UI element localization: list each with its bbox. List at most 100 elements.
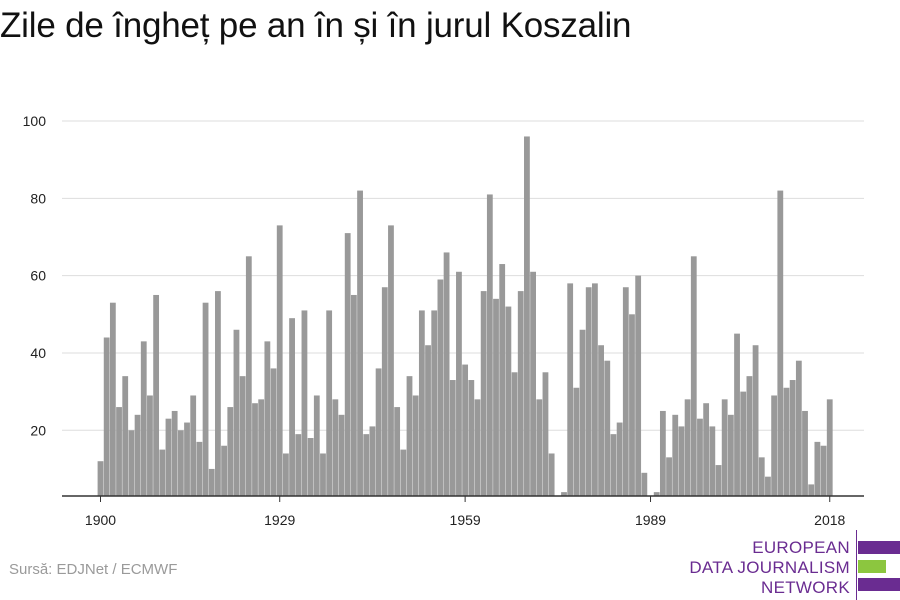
bar-1925 (252, 403, 258, 496)
bar-1983 (610, 434, 617, 496)
bar-1916 (196, 441, 203, 496)
logo-bar-bottom (858, 578, 900, 591)
bar-1910 (159, 449, 166, 496)
bar-1952 (418, 310, 425, 496)
bar-2001 (721, 399, 728, 496)
bar-1941 (350, 294, 357, 496)
logo-line-1: EUROPEAN (752, 538, 850, 557)
bar-1967 (511, 372, 518, 496)
bar-1922 (233, 329, 240, 496)
bar-1926 (258, 399, 265, 496)
bar-1911 (165, 418, 172, 496)
bar-2009 (771, 395, 778, 496)
bar-2013 (795, 360, 802, 496)
bar-1904 (122, 376, 129, 496)
edjnet-logo[interactable]: EUROPEAN DATA JOURNALISM NETWORK (689, 530, 900, 600)
bar-1949 (400, 449, 407, 496)
bar-1912 (171, 410, 178, 496)
bar-1980 (592, 283, 598, 496)
x-tick-label-1929: 1929 (264, 512, 295, 528)
bar-1962 (480, 291, 487, 496)
bar-1928 (270, 368, 277, 496)
bar-1973 (548, 453, 555, 496)
bar-1977 (573, 387, 580, 496)
bar-1913 (177, 430, 184, 496)
bar-1929 (276, 225, 283, 496)
bar-1994 (678, 426, 685, 496)
bar-1923 (239, 376, 246, 496)
bar-1951 (412, 395, 419, 496)
bar-1976 (567, 283, 574, 496)
x-tick-label-1900: 1900 (85, 512, 116, 528)
bar-1991 (659, 410, 666, 496)
bar-1953 (425, 345, 431, 496)
bar-2008 (765, 476, 771, 496)
bar-1971 (536, 399, 543, 496)
bar-1919 (215, 291, 221, 496)
bar-1918 (208, 468, 215, 496)
bar-1960 (468, 380, 475, 496)
logo-bar-top (858, 541, 900, 554)
logo-line-2: DATA JOURNALISM (689, 558, 850, 577)
bar-1906 (134, 414, 141, 496)
bar-1917 (202, 302, 209, 496)
bar-1915 (190, 395, 197, 496)
bar-1902 (109, 302, 116, 496)
x-tick-label-2018: 2018 (814, 512, 845, 528)
bar-1979 (585, 287, 592, 496)
bar-1969 (524, 136, 530, 496)
logo-bar-middle (858, 560, 886, 573)
logo-text: EUROPEAN DATA JOURNALISM NETWORK (689, 538, 850, 598)
y-tick-label-20: 20 (30, 422, 46, 438)
bar-1936 (320, 453, 326, 496)
bar-1934 (307, 438, 314, 496)
bar-1900 (97, 461, 104, 496)
bar-1985 (622, 287, 629, 496)
bar-1948 (394, 407, 401, 496)
bar-1938 (332, 399, 339, 496)
bar-1961 (474, 399, 481, 496)
bar-1947 (388, 225, 394, 496)
bar-2004 (740, 391, 747, 496)
bar-2015 (808, 484, 815, 496)
bar-1940 (344, 233, 351, 496)
bar-1903 (116, 407, 122, 496)
bar-1943 (363, 434, 370, 496)
bar-1939 (338, 414, 345, 496)
bar-1914 (184, 422, 190, 496)
bar-2012 (789, 380, 796, 496)
bar-1907 (140, 341, 147, 496)
logo-line-3: NETWORK (761, 578, 850, 597)
y-tick-label-60: 60 (30, 268, 46, 284)
bar-1958 (456, 271, 462, 496)
bar-1981 (598, 345, 604, 496)
bar-1930 (283, 453, 289, 496)
bar-1968 (517, 291, 524, 496)
bar-2011 (783, 387, 790, 496)
bar-1937 (326, 310, 333, 496)
bar-2003 (734, 333, 740, 496)
bar-1931 (289, 318, 295, 496)
bar-1984 (616, 422, 623, 496)
bar-2018 (826, 399, 833, 496)
bar-1920 (221, 445, 227, 496)
bar-2014 (802, 410, 808, 496)
bar-2006 (752, 345, 759, 496)
bar-1921 (227, 407, 234, 496)
bar-1993 (672, 414, 679, 496)
bar-1959 (462, 364, 469, 496)
chart-title: Zile de îngheț pe an în și în jurul Kosz… (0, 6, 632, 45)
bar-1957 (449, 380, 456, 496)
bar-1996 (690, 256, 697, 496)
logo-divider (856, 530, 857, 600)
bar-2005 (746, 376, 753, 496)
bar-1946 (381, 287, 388, 496)
bar-2017 (820, 445, 827, 496)
x-tick-label-1959: 1959 (450, 512, 481, 528)
bar-1997 (697, 418, 703, 496)
bar-1975 (561, 492, 567, 496)
bar-2010 (777, 190, 784, 496)
bar-1970 (530, 271, 536, 496)
bar-1965 (499, 264, 506, 496)
y-tick-label-100: 100 (23, 113, 47, 129)
